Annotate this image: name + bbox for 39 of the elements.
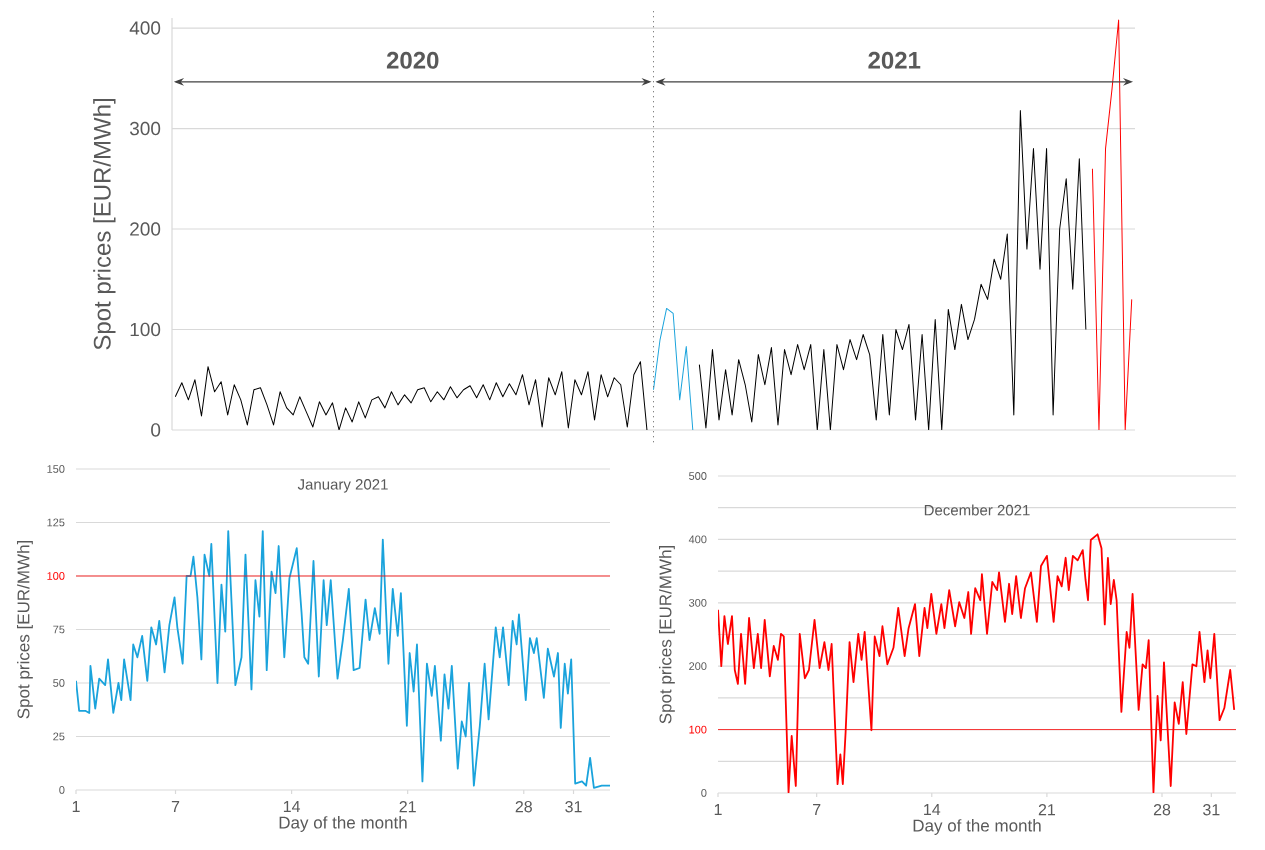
x-tick-label: 28 — [515, 801, 532, 813]
x-tick-label: 28 — [1153, 804, 1171, 816]
y-tick-label: 500 — [689, 472, 707, 480]
y-tick-label: 150 — [47, 465, 65, 473]
y-tick-label: 100 — [130, 322, 161, 337]
text: December 2021 — [924, 504, 1030, 516]
x-tick-label: 7 — [171, 801, 180, 813]
y-tick-label: 25 — [53, 732, 65, 741]
x-axis-title: Day of the month — [279, 816, 407, 832]
text: January 2021 — [297, 479, 388, 493]
annotation: 2021 — [868, 51, 921, 69]
y-tick-label: 200 — [689, 662, 707, 671]
y-tick-label: 400 — [129, 21, 161, 35]
x-tick-label: 14 — [283, 801, 301, 813]
y-tick-label: 100 — [47, 572, 65, 580]
y-axis-title: Spot prices [EUR/MWh] — [17, 540, 33, 719]
y-axis-title: Spot prices [EUR/MWh] — [659, 545, 675, 724]
x-tick-label: 21 — [399, 801, 416, 813]
y-tick-label: 50 — [53, 679, 65, 687]
y-tick-label: 300 — [688, 598, 707, 607]
x-tick-label: 1 — [714, 804, 722, 816]
annotation: 2020 — [386, 51, 439, 69]
y-tick-label: 400 — [688, 535, 707, 544]
y-tick-label: 0 — [151, 423, 161, 437]
x-tick-label: 14 — [924, 804, 941, 816]
x-tick-label: 1 — [72, 801, 80, 813]
y-tick-label: 300 — [129, 121, 161, 136]
y-tick-label: 125 — [47, 518, 65, 527]
x-tick-label: 31 — [1203, 804, 1220, 816]
y-tick-label: 0 — [59, 786, 65, 794]
y-tick-label: 200 — [130, 222, 161, 236]
x-axis-title: Day of the month — [913, 819, 1041, 835]
y-tick-label: 0 — [701, 789, 707, 797]
x-tick-label: 31 — [565, 801, 582, 813]
y-tick-label: 75 — [53, 625, 65, 634]
y-axis-title: Spot prices [EUR/MWh] — [93, 99, 116, 350]
x-tick-label: 7 — [813, 804, 821, 816]
x-tick-label: 21 — [1038, 804, 1056, 816]
y-tick-label: 100 — [689, 725, 707, 734]
